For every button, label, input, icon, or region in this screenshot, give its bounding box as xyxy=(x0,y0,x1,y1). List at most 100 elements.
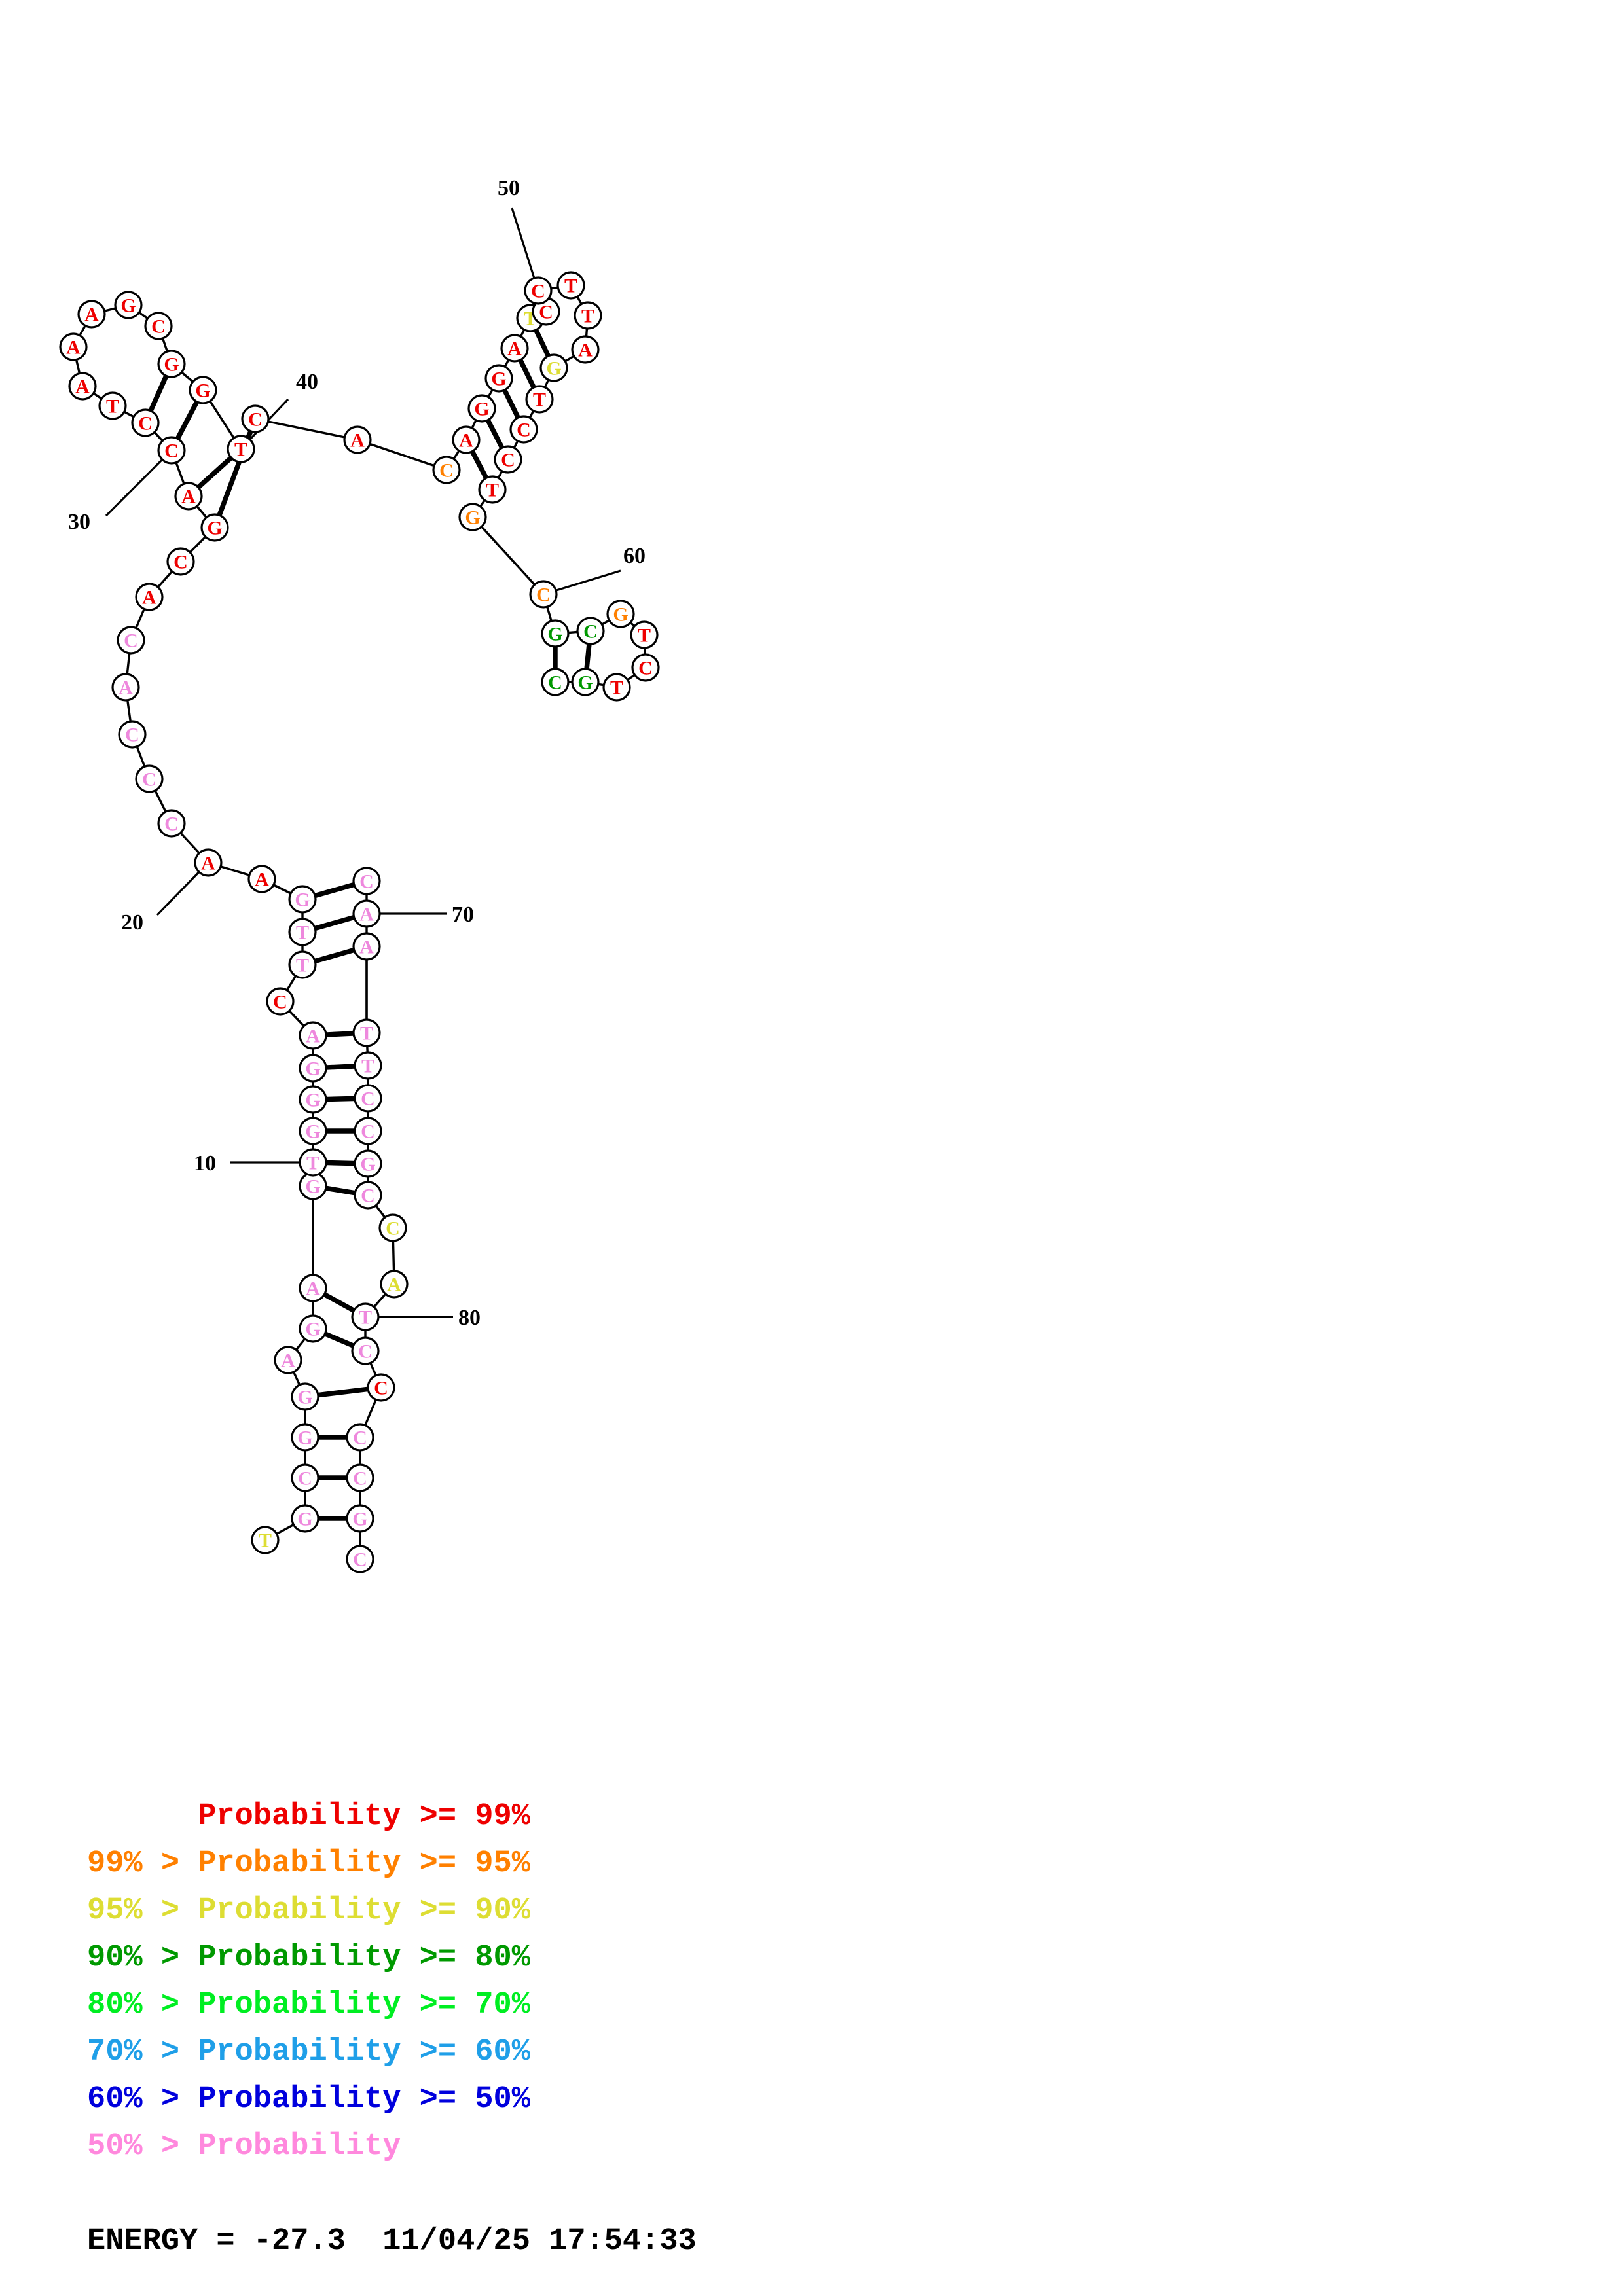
base-node[interactable]: A xyxy=(68,372,97,401)
base-node[interactable]: T xyxy=(98,391,127,420)
base-letter: C xyxy=(353,1427,367,1449)
base-letter: T xyxy=(361,1056,374,1077)
base-node[interactable]: T xyxy=(299,1148,327,1177)
base-node[interactable]: G xyxy=(467,394,496,423)
base-node[interactable]: G xyxy=(346,1504,374,1533)
base-node[interactable]: C xyxy=(509,415,538,444)
base-node[interactable]: C xyxy=(346,1545,374,1573)
base-node[interactable]: T xyxy=(574,301,602,330)
base-node[interactable]: C xyxy=(541,668,570,696)
base-node[interactable]: A xyxy=(111,673,140,702)
base-node[interactable]: T xyxy=(556,271,585,300)
base-node[interactable]: G xyxy=(291,1382,319,1411)
base-node[interactable]: C xyxy=(352,867,381,895)
base-node[interactable]: C xyxy=(266,987,295,1016)
base-node[interactable]: G xyxy=(541,619,570,648)
base-node[interactable]: C xyxy=(131,408,160,437)
base-node[interactable]: A xyxy=(274,1346,302,1374)
base-node[interactable]: T xyxy=(354,1051,382,1080)
base-node[interactable]: A xyxy=(194,848,223,877)
base-node[interactable]: A xyxy=(299,1274,327,1302)
base-letter: C xyxy=(164,440,179,462)
base-node[interactable]: G xyxy=(299,1314,327,1343)
base-node[interactable]: G xyxy=(299,1117,327,1145)
base-letter: C xyxy=(361,1088,375,1110)
base-node[interactable]: G xyxy=(157,350,186,378)
base-node[interactable]: C xyxy=(494,445,522,474)
base-letter: G xyxy=(305,1121,320,1143)
base-letter: G xyxy=(297,1509,312,1530)
base-node[interactable]: C xyxy=(157,436,186,465)
base-node[interactable]: G xyxy=(288,885,317,914)
base-node[interactable]: G xyxy=(606,600,635,628)
base-node[interactable]: C xyxy=(118,720,147,749)
base-node[interactable]: T xyxy=(525,385,554,414)
base-node[interactable]: C xyxy=(166,547,195,576)
base-node[interactable]: A xyxy=(352,932,381,961)
base-node[interactable]: C xyxy=(432,456,461,484)
base-node[interactable]: G xyxy=(200,513,229,542)
base-node[interactable]: A xyxy=(174,482,203,511)
base-node[interactable]: C xyxy=(291,1463,319,1492)
base-node[interactable]: G xyxy=(114,291,143,319)
base-node[interactable]: G xyxy=(458,503,487,531)
base-node[interactable]: T xyxy=(602,673,631,702)
base-node[interactable]: G xyxy=(354,1149,382,1178)
base-node[interactable]: C xyxy=(135,764,164,793)
base-node[interactable]: C xyxy=(378,1213,407,1242)
base-letter: C xyxy=(359,871,374,893)
base-letter: G xyxy=(207,518,222,539)
base-node[interactable]: C xyxy=(524,276,553,305)
base-node[interactable]: C xyxy=(576,617,605,645)
base-letter: C xyxy=(374,1378,388,1399)
base-letter: C xyxy=(353,1549,367,1571)
base-node[interactable]: C xyxy=(529,580,558,609)
base-node[interactable]: C xyxy=(346,1423,374,1452)
base-node[interactable]: T xyxy=(288,950,317,979)
base-node[interactable]: G xyxy=(291,1504,319,1533)
base-node[interactable]: G xyxy=(299,1172,327,1200)
base-node[interactable]: A xyxy=(135,583,164,611)
base-node[interactable]: C xyxy=(346,1463,374,1492)
base-node[interactable]: A xyxy=(380,1270,409,1299)
base-node[interactable]: A xyxy=(452,425,481,454)
base-node[interactable]: G xyxy=(484,364,513,393)
base-letter: G xyxy=(195,380,210,402)
base-node[interactable]: C xyxy=(144,312,173,340)
base-node[interactable]: C xyxy=(241,404,270,433)
base-node[interactable]: G xyxy=(571,668,600,696)
base-node[interactable]: T xyxy=(351,1302,380,1331)
base-node[interactable]: G xyxy=(189,376,217,404)
base-node[interactable]: C xyxy=(367,1373,395,1402)
base-letter: T xyxy=(106,396,119,418)
base-node[interactable]: A xyxy=(299,1021,327,1050)
base-node[interactable]: C xyxy=(631,653,660,682)
base-node[interactable]: C xyxy=(157,809,186,838)
base-node[interactable]: G xyxy=(539,353,568,382)
base-node[interactable]: T xyxy=(251,1526,280,1554)
base-node[interactable]: C xyxy=(117,626,145,655)
base-letter: C xyxy=(531,281,545,302)
base-node[interactable]: G xyxy=(299,1085,327,1114)
base-letter: G xyxy=(474,399,489,420)
base-node[interactable]: T xyxy=(288,918,317,946)
base-node[interactable]: G xyxy=(299,1054,327,1083)
base-node[interactable]: A xyxy=(571,335,600,364)
base-node[interactable]: A xyxy=(343,425,372,454)
base-node[interactable]: T xyxy=(352,1018,381,1047)
base-node[interactable]: A xyxy=(352,899,381,928)
base-node[interactable]: A xyxy=(59,332,88,361)
base-node[interactable]: T xyxy=(227,435,255,463)
base-node[interactable]: C xyxy=(354,1181,382,1210)
base-node[interactable]: T xyxy=(630,620,659,649)
base-node[interactable]: T xyxy=(478,475,507,504)
base-node[interactable]: A xyxy=(77,300,106,329)
probability-legend: Probability >= 99% 99% > Probability >= 9… xyxy=(0,1793,851,2170)
base-node[interactable]: C xyxy=(354,1117,382,1145)
base-node[interactable]: C xyxy=(351,1336,380,1365)
base-node[interactable]: C xyxy=(354,1084,382,1113)
base-letter: G xyxy=(360,1154,375,1175)
base-node[interactable]: A xyxy=(247,865,276,893)
base-node[interactable]: A xyxy=(500,334,529,363)
base-node[interactable]: G xyxy=(291,1423,319,1452)
